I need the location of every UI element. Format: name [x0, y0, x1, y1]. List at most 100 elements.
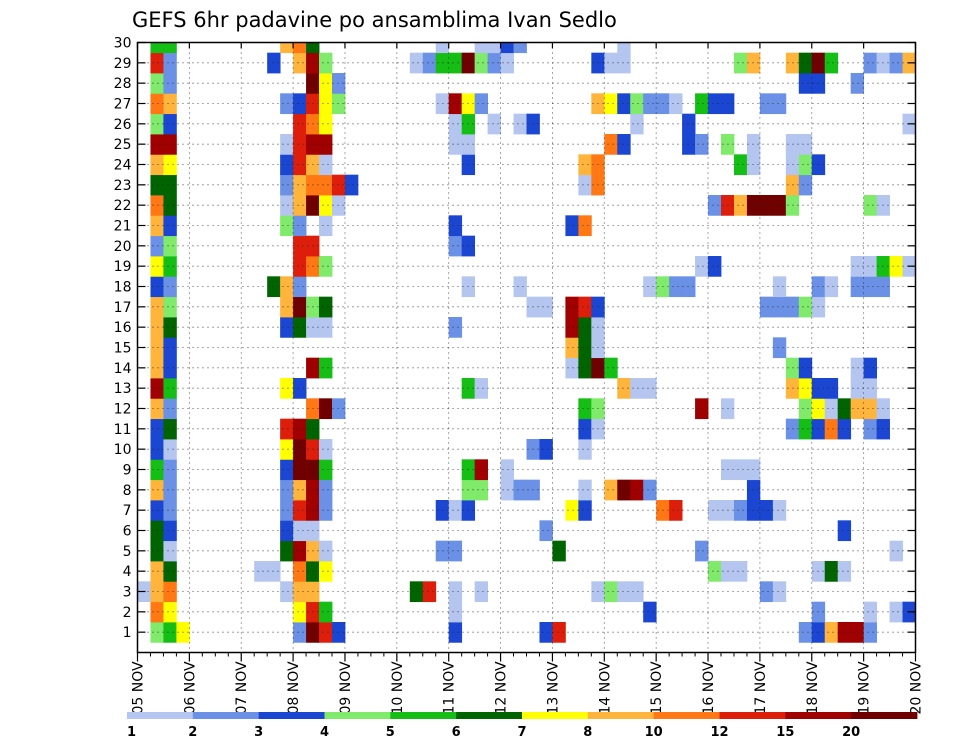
heatmap-cell: [267, 52, 281, 74]
legend-threshold-label: 5: [386, 725, 395, 740]
heatmap-cell: [163, 540, 177, 562]
heatmap-cell: [150, 439, 164, 460]
heatmap-cell: [513, 276, 527, 298]
heatmap-cell: [746, 52, 761, 74]
heatmap-cell: [695, 540, 709, 562]
heatmap-cell: [293, 378, 307, 399]
heatmap-cell: [163, 581, 177, 603]
heatmap-cell: [733, 459, 748, 481]
heatmap-cell: [435, 500, 450, 521]
heatmap-cell: [293, 479, 307, 501]
heatmap-cell: [150, 296, 164, 318]
heatmap-cell: [319, 256, 333, 277]
heatmap-cell: [798, 418, 813, 440]
heatmap-cell: [319, 500, 333, 521]
heatmap-cell: [150, 540, 164, 562]
heatmap-cell: [565, 357, 579, 379]
heatmap-cell: [889, 256, 903, 277]
heatmap-cell: [163, 520, 177, 542]
heatmap-cell: [850, 357, 865, 379]
heatmap-cell: [280, 520, 294, 542]
x-tick-label: 12 NOV: [494, 661, 510, 715]
heatmap-cell: [759, 195, 774, 216]
heatmap-cell: [669, 500, 683, 521]
heatmap-cell: [319, 398, 333, 420]
heatmap-cell: [332, 93, 346, 115]
heatmap-cell: [280, 174, 294, 196]
heatmap-cell: [293, 459, 307, 481]
heatmap-cell: [708, 195, 722, 216]
x-tick-label: 15 NOV: [649, 661, 665, 715]
heatmap-cell: [824, 622, 839, 643]
legend-color-swatch: [192, 712, 260, 719]
heatmap-cell: [163, 357, 177, 379]
y-tick-label: 24: [114, 158, 132, 174]
heatmap-cell: [746, 500, 761, 521]
heatmap-cell: [474, 42, 488, 54]
heatmap-cell: [332, 622, 346, 643]
heatmap-cell: [448, 622, 463, 643]
heatmap-cell: [772, 276, 787, 298]
heatmap-cell: [863, 256, 877, 277]
heatmap-cell: [293, 500, 307, 521]
heatmap-cell: [643, 601, 657, 623]
y-tick-labels: 1234567891011121314151617181920212223242…: [114, 36, 132, 642]
heatmap-cell: [772, 93, 787, 115]
heatmap-cell: [163, 439, 177, 460]
heatmap-cell: [293, 520, 307, 542]
heatmap-cell: [280, 540, 294, 562]
chart-title: GEFS 6hr padavine po ansamblima Ivan Sed…: [132, 8, 617, 32]
heatmap-cell: [293, 418, 307, 440]
heatmap-cell: [422, 581, 437, 603]
heatmap-cell: [578, 357, 592, 379]
heatmap-cell: [150, 154, 164, 176]
heatmap-cell: [435, 93, 450, 115]
heatmap-cell: [319, 317, 333, 338]
y-tick-label: 6: [123, 524, 132, 540]
heatmap-cell: [163, 93, 177, 115]
heatmap-cell: [293, 561, 307, 582]
heatmap-cell: [267, 561, 281, 582]
heatmap-cell: [863, 276, 877, 298]
heatmap-cell: [474, 459, 488, 481]
heatmap-cell: [280, 317, 294, 338]
heatmap-cell: [293, 215, 307, 237]
heatmap-cell: [487, 42, 501, 54]
heatmap-cell: [319, 52, 333, 74]
heatmap-cell: [163, 134, 177, 155]
heatmap-cell: [708, 93, 722, 115]
heatmap-cell: [163, 215, 177, 237]
heatmap-cell: [798, 622, 813, 643]
heatmap-cell: [824, 276, 839, 298]
heatmap-cell: [163, 235, 177, 257]
heatmap-cell: [578, 398, 592, 420]
heatmap-cell: [150, 622, 164, 643]
heatmap-cell: [798, 174, 813, 196]
heatmap-cell: [759, 296, 774, 318]
x-tick-label: 19 NOV: [857, 661, 873, 715]
heatmap-cell: [280, 93, 294, 115]
x-tick-label: 08 NOV: [286, 661, 302, 715]
x-tick-label: 20 NOV: [909, 661, 925, 715]
heatmap-cell: [682, 276, 696, 298]
heatmap-cell: [319, 540, 333, 562]
heatmap-cell: [708, 561, 722, 582]
heatmap-cell: [695, 256, 709, 277]
heatmap-cell: [578, 154, 592, 176]
heatmap-cell: [617, 52, 631, 74]
x-tick-label: 14 NOV: [597, 661, 613, 715]
heatmap-cell: [293, 93, 307, 115]
heatmap-cell: [617, 378, 631, 399]
legend-threshold-label: 2: [188, 725, 197, 740]
heatmap-cell: [280, 296, 294, 318]
heatmap-cell: [409, 581, 424, 603]
heatmap-cell: [344, 174, 359, 196]
heatmap-cell: [293, 52, 307, 74]
heatmap-cell: [643, 378, 657, 399]
heatmap-cell: [863, 195, 877, 216]
y-tick-label: 7: [123, 503, 132, 519]
heatmap-cell: [163, 459, 177, 481]
heatmap-cell: [630, 93, 644, 115]
x-tick-label: 10 NOV: [390, 661, 406, 715]
